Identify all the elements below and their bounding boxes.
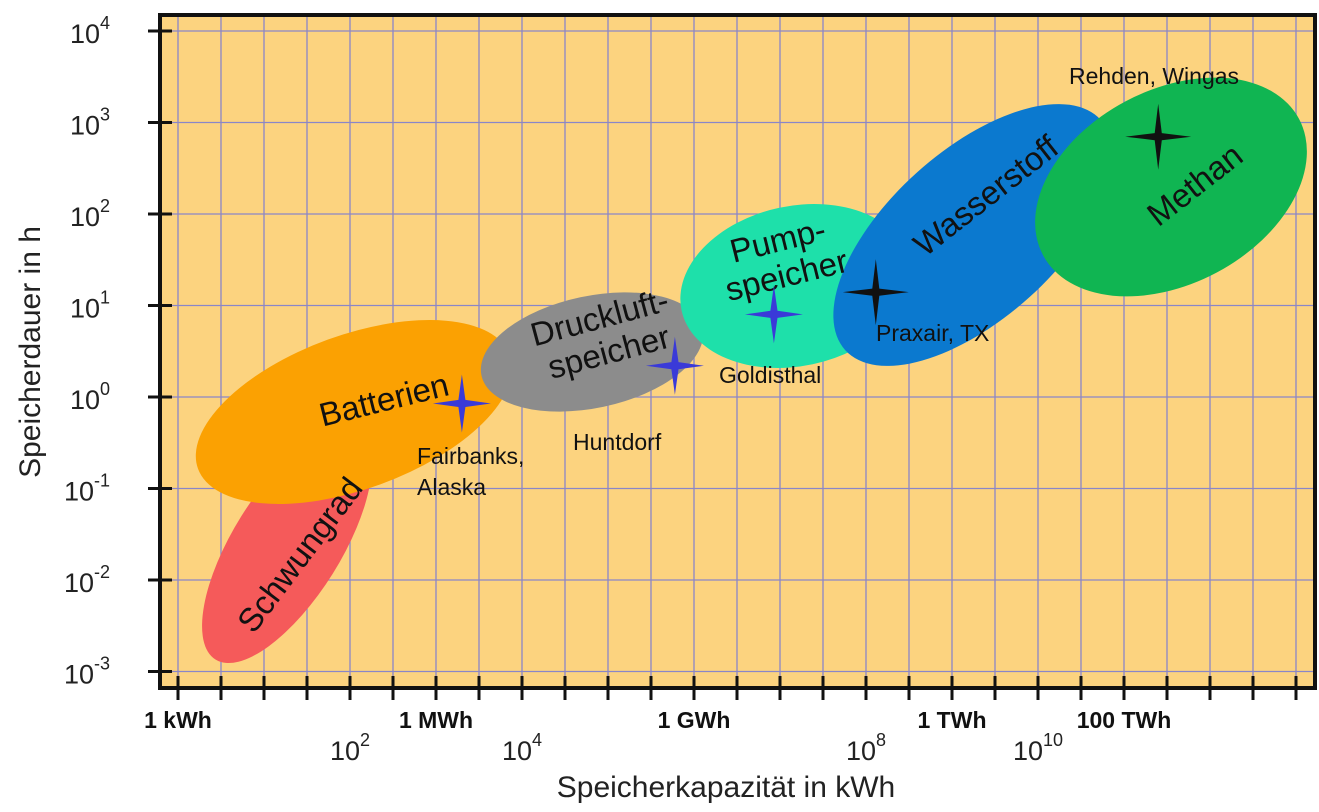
x-unit-tick-label: 1 kWh [144,707,212,733]
x-power-tick-label: 102 [330,730,370,766]
x-unit-tick-label: 1 TWh [918,707,987,733]
y-tick-label: 104 [70,13,110,49]
point-marker [744,285,803,344]
region-label: Pump-speicher [713,207,852,308]
y-tick-label: 100 [70,379,110,415]
point-labels: Fairbanks, Alaska Huntdorf Goldisthal Praxai… [417,63,1239,500]
region-druckluft [480,292,704,412]
x-tick-labels: 1 kWh 1 MWh 1 GWh 1 TWh 100 TWh 102 104 108 1010 [144,707,1171,766]
point-label: Goldisthal [719,362,821,388]
y-tick-label: 10-3 [64,654,110,690]
point-marker [645,336,704,395]
x-unit-tick-label: 1 GWh [658,707,731,733]
y-tick-label: 102 [70,196,110,232]
point-label: Huntdorf [573,429,662,455]
point-label: Praxair, TX [876,320,989,346]
data-points [432,103,1192,433]
x-unit-tick-label: 100 TWh [1077,707,1172,733]
region-methan [1035,77,1307,297]
x-unit-tick-label: 1 MWh [399,707,473,733]
x-power-tick-label: 1010 [1013,730,1063,766]
point-marker [842,259,909,326]
y-axis-title: Speicherdauer in h [14,226,47,478]
storage-regions [195,77,1307,664]
y-tick-label: 10-2 [64,562,110,598]
y-tick-labels: 104 103 102 101 100 10-1 10-2 10-3 [64,13,110,690]
point-label: Fairbanks, Alaska [417,443,524,500]
y-tick-label: 10-1 [64,471,110,507]
point-marker [432,374,491,433]
region-batterien [195,320,513,504]
x-power-tick-label: 108 [846,730,886,766]
axis-ticks [148,29,1298,700]
y-tick-label: 103 [70,105,110,141]
x-axis-title: Speicherkapazität in kWh [557,771,896,804]
point-label: Rehden, Wingas [1069,63,1239,89]
region-wasserstoff [833,104,1113,366]
x-power-tick-label: 104 [502,730,542,766]
point-marker [1125,103,1192,170]
y-tick-label: 101 [70,288,110,324]
